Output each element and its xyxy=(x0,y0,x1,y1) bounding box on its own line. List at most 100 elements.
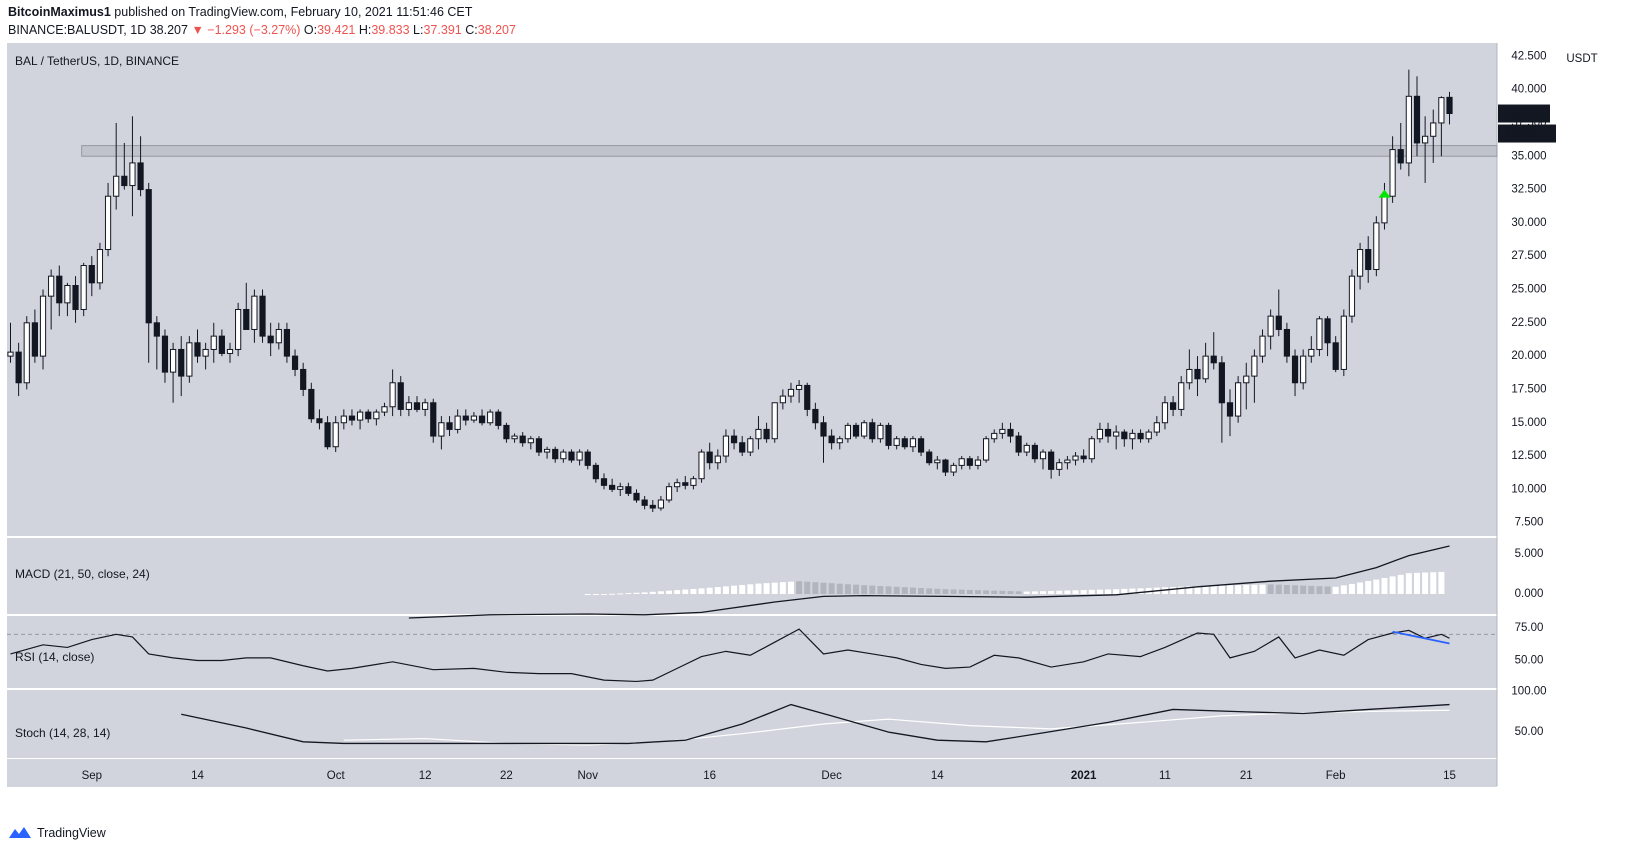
candle-body xyxy=(430,402,437,437)
candle-body xyxy=(96,249,104,284)
candle xyxy=(300,362,307,397)
candle xyxy=(1218,356,1225,443)
macd-histogram-bar xyxy=(1227,585,1233,594)
candle xyxy=(275,322,282,350)
candle-body xyxy=(1308,348,1315,357)
stoch-tick-label: 100.00 xyxy=(1511,686,1546,698)
price-tick-label: 22.500 xyxy=(1511,317,1546,329)
macd-histogram-bar xyxy=(1300,585,1307,594)
author-name[interactable]: BitcoinMaximus1 xyxy=(8,5,111,19)
candle xyxy=(1194,356,1201,397)
candle-body xyxy=(1226,402,1234,417)
candle-body xyxy=(365,411,372,420)
price-tick-label: 25.000 xyxy=(1511,284,1546,296)
price-change: −1.293 (−3.27%) xyxy=(207,23,301,37)
candle-body xyxy=(625,486,632,494)
candle-body xyxy=(170,348,177,373)
candle xyxy=(584,449,591,470)
candle-body xyxy=(966,458,973,466)
macd-histogram-bar xyxy=(1129,588,1136,594)
macd-histogram-bar xyxy=(1422,572,1429,594)
candle xyxy=(308,382,315,423)
candle xyxy=(72,276,79,323)
candle-body xyxy=(535,438,543,453)
candle-body xyxy=(1381,195,1388,224)
macd-histogram-bar xyxy=(999,590,1006,594)
macd-histogram-bar xyxy=(1267,584,1274,594)
candle-body xyxy=(1389,149,1396,197)
macd-histogram-bar xyxy=(1397,574,1404,594)
candle xyxy=(796,380,803,403)
macd-histogram-bar xyxy=(592,594,599,595)
candle-body xyxy=(470,415,478,421)
candle xyxy=(1080,449,1087,463)
candle xyxy=(966,456,973,470)
macd-pane-bg xyxy=(7,538,1497,614)
rsi-indicator xyxy=(7,628,1497,683)
candle xyxy=(1422,116,1429,183)
candle-body xyxy=(852,424,860,437)
macd-histogram-bar xyxy=(674,590,681,594)
stoch-axis-bg xyxy=(1498,690,1562,758)
candle xyxy=(609,478,616,493)
candle xyxy=(974,456,982,470)
price-tick-label: 35.000 xyxy=(1511,150,1546,162)
candle xyxy=(1316,316,1323,357)
candle xyxy=(243,282,250,330)
candle xyxy=(511,433,518,443)
candle-body xyxy=(153,322,160,337)
candle-body xyxy=(15,351,22,384)
macd-histogram-bar xyxy=(1405,573,1412,594)
candle xyxy=(1365,236,1372,283)
candle xyxy=(1332,336,1339,373)
macd-histogram-bar xyxy=(966,589,973,594)
tradingview-brand[interactable]: TradingView xyxy=(8,826,106,840)
candle xyxy=(161,329,169,383)
candle xyxy=(267,322,274,357)
candle-body xyxy=(771,402,778,440)
candle xyxy=(641,496,648,510)
candle-body xyxy=(657,499,664,509)
low-value: 37.391 xyxy=(423,23,462,37)
time-tick-label: 12 xyxy=(419,770,432,782)
candle xyxy=(80,262,87,317)
candle xyxy=(170,342,177,403)
macd-histogram-bar xyxy=(722,586,729,594)
candle xyxy=(397,376,404,417)
candle xyxy=(917,436,925,457)
candle xyxy=(1129,429,1136,450)
candle-body xyxy=(194,342,201,357)
candle xyxy=(48,269,55,330)
candle-body xyxy=(218,335,225,354)
candle-body xyxy=(275,328,282,344)
candle xyxy=(1340,309,1347,377)
candle xyxy=(893,436,900,450)
candlestick-series xyxy=(7,69,1453,513)
macd-histogram-bar xyxy=(698,588,705,594)
candle xyxy=(1251,349,1258,403)
chart-overlays: 38.207 13:08:17 xyxy=(1378,104,1556,198)
chart-canvas[interactable]: 42.50040.00037.50035.00032.50030.00027.5… xyxy=(0,0,1627,820)
macd-histogram-bar xyxy=(820,582,827,594)
candle xyxy=(438,416,445,450)
candle-body xyxy=(804,384,811,410)
candle-body xyxy=(64,285,71,304)
macd-histogram-bar xyxy=(1389,576,1396,594)
price-axis[interactable]: 42.50040.00037.50035.00032.50030.00027.5… xyxy=(1511,50,1546,738)
candle xyxy=(1104,422,1112,443)
time-axis[interactable]: Sep 14 Oct 12 22 Nov 16 Dec 14 2021 11 21 Feb 15 xyxy=(82,770,1456,782)
candle xyxy=(674,478,681,493)
candle-body xyxy=(1430,122,1437,137)
macd-histogram-bar xyxy=(1202,585,1209,594)
candle-body xyxy=(1356,249,1364,277)
candle xyxy=(787,382,795,403)
candle xyxy=(23,316,30,390)
macd-histogram-bar xyxy=(853,584,860,594)
macd-histogram-bar xyxy=(844,584,851,594)
candle xyxy=(56,265,63,317)
candle-body xyxy=(251,295,258,330)
candle-body xyxy=(869,422,876,440)
candle-body xyxy=(356,411,364,421)
candle xyxy=(1178,376,1185,417)
candle xyxy=(1373,216,1380,277)
